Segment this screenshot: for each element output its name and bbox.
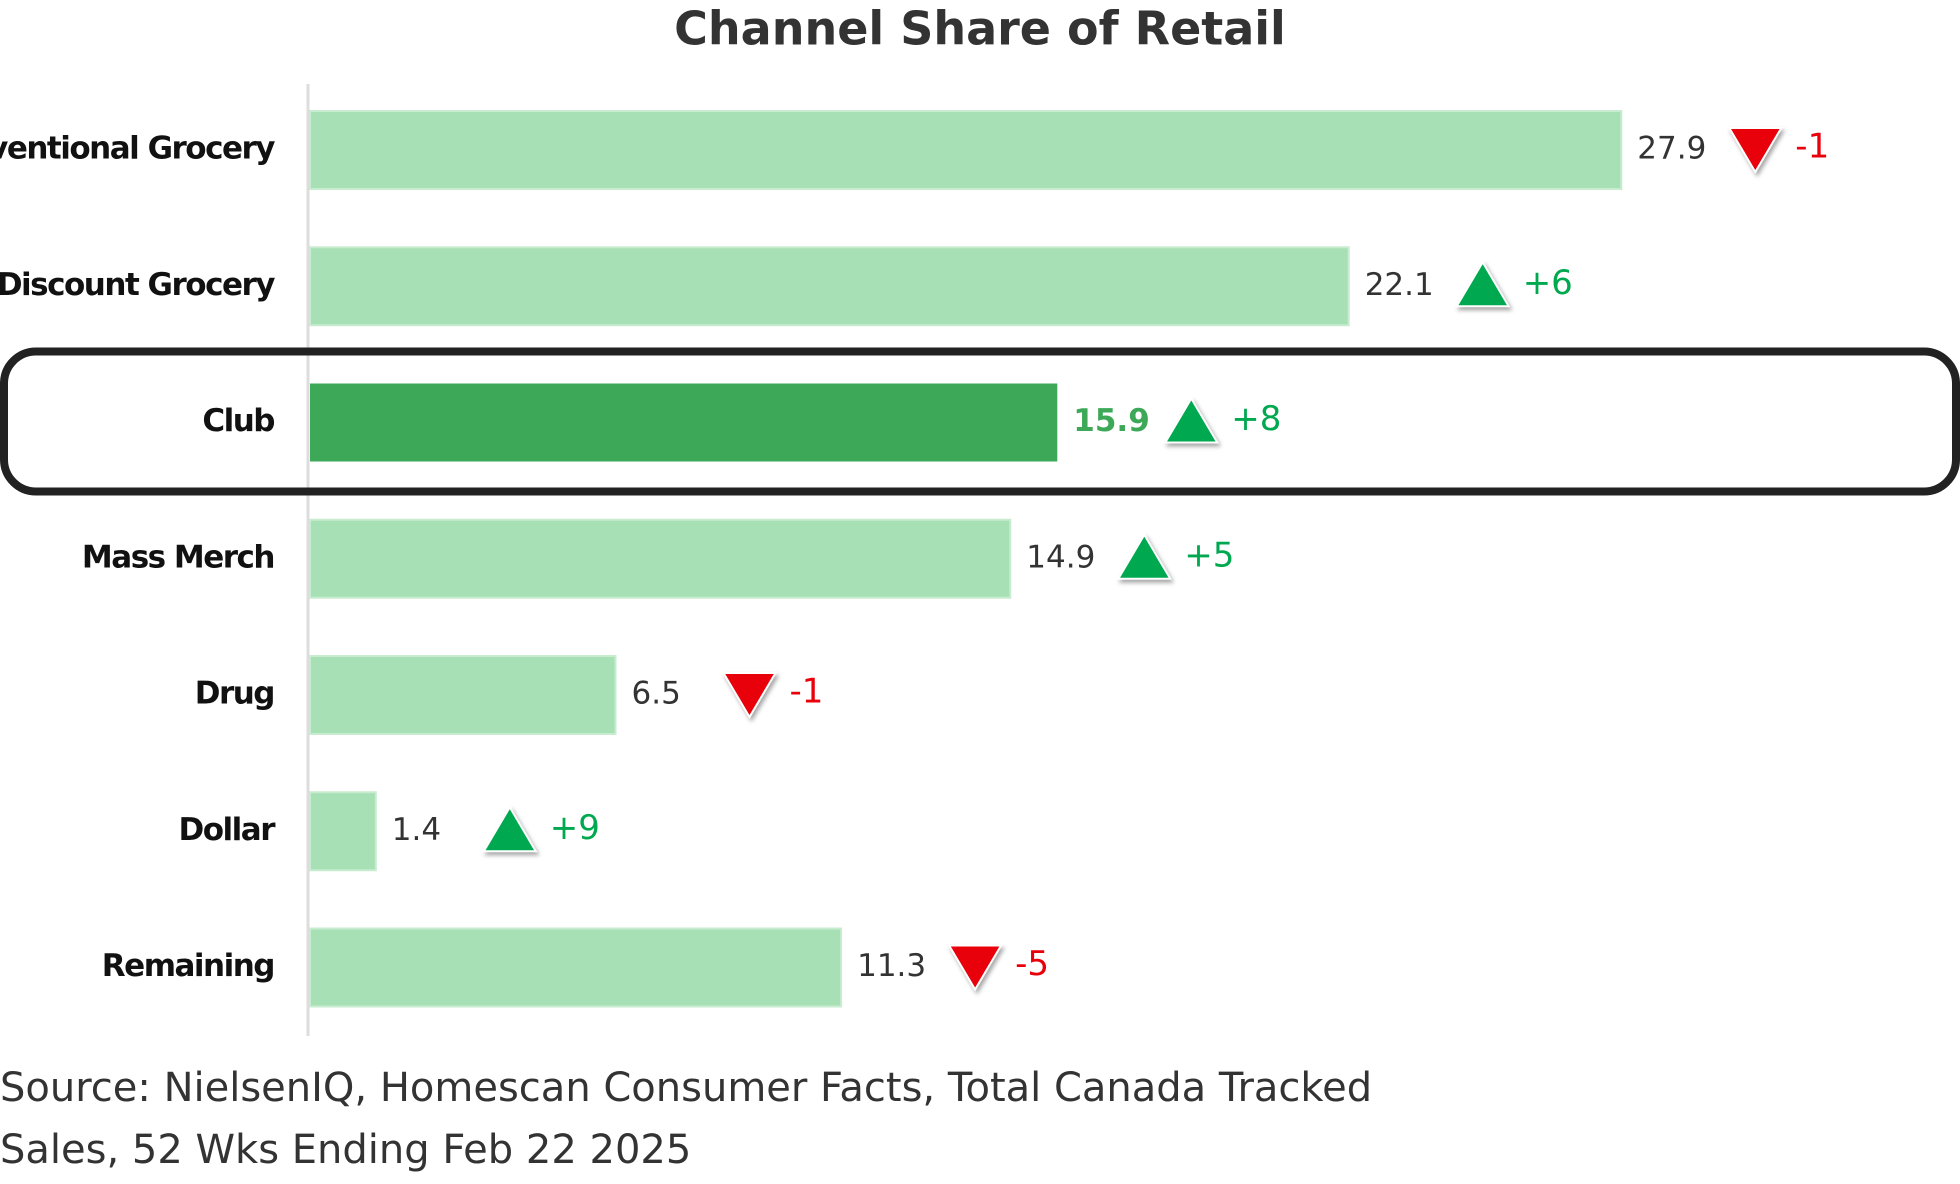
value-label: 11.3 — [857, 948, 926, 984]
change-arrow — [947, 944, 1003, 992]
value-label: 1.4 — [392, 812, 441, 848]
source-note: Sales, 52 Wks Ending Feb 22 2025 — [0, 1127, 691, 1173]
bar — [309, 655, 617, 735]
value-label: 22.1 — [1365, 267, 1434, 303]
change-arrow — [482, 805, 538, 853]
bar — [309, 927, 843, 1008]
change-arrow — [1163, 396, 1220, 444]
change-label: -1 — [790, 672, 824, 712]
change-label: +6 — [1523, 263, 1573, 303]
change-label: -5 — [1015, 944, 1049, 984]
value-label: 15.9 — [1073, 403, 1150, 439]
category-label: Conventional Grocery — [0, 131, 275, 167]
category-label: Club — [202, 403, 274, 439]
bar — [309, 791, 377, 872]
change-arrow — [1116, 532, 1173, 580]
change-label: +8 — [1231, 399, 1281, 439]
category-label: Discount Grocery — [0, 267, 275, 303]
category-label: Drug — [195, 676, 274, 712]
category-label: Mass Merch — [82, 539, 274, 575]
category-label: Dollar — [179, 812, 277, 848]
bar — [309, 110, 1623, 190]
value-label: 27.9 — [1637, 131, 1706, 167]
value-label: 6.5 — [632, 676, 681, 712]
change-arrow — [1454, 260, 1511, 308]
change-label: +9 — [550, 808, 600, 848]
bar — [309, 518, 1012, 599]
category-label: Remaining — [102, 948, 274, 984]
bar — [309, 246, 1350, 327]
value-label: 14.9 — [1026, 539, 1095, 575]
change-arrow — [1727, 127, 1784, 174]
chart-title: Channel Share of Retail — [674, 2, 1286, 56]
highlight-frame — [0, 347, 1960, 496]
change-label: +5 — [1184, 535, 1234, 575]
change-label: -1 — [1795, 127, 1829, 167]
change-arrow — [721, 672, 778, 719]
source-note: Source: NielsenIQ, Homescan Consumer Fac… — [0, 1065, 1372, 1111]
bar — [310, 383, 1058, 462]
